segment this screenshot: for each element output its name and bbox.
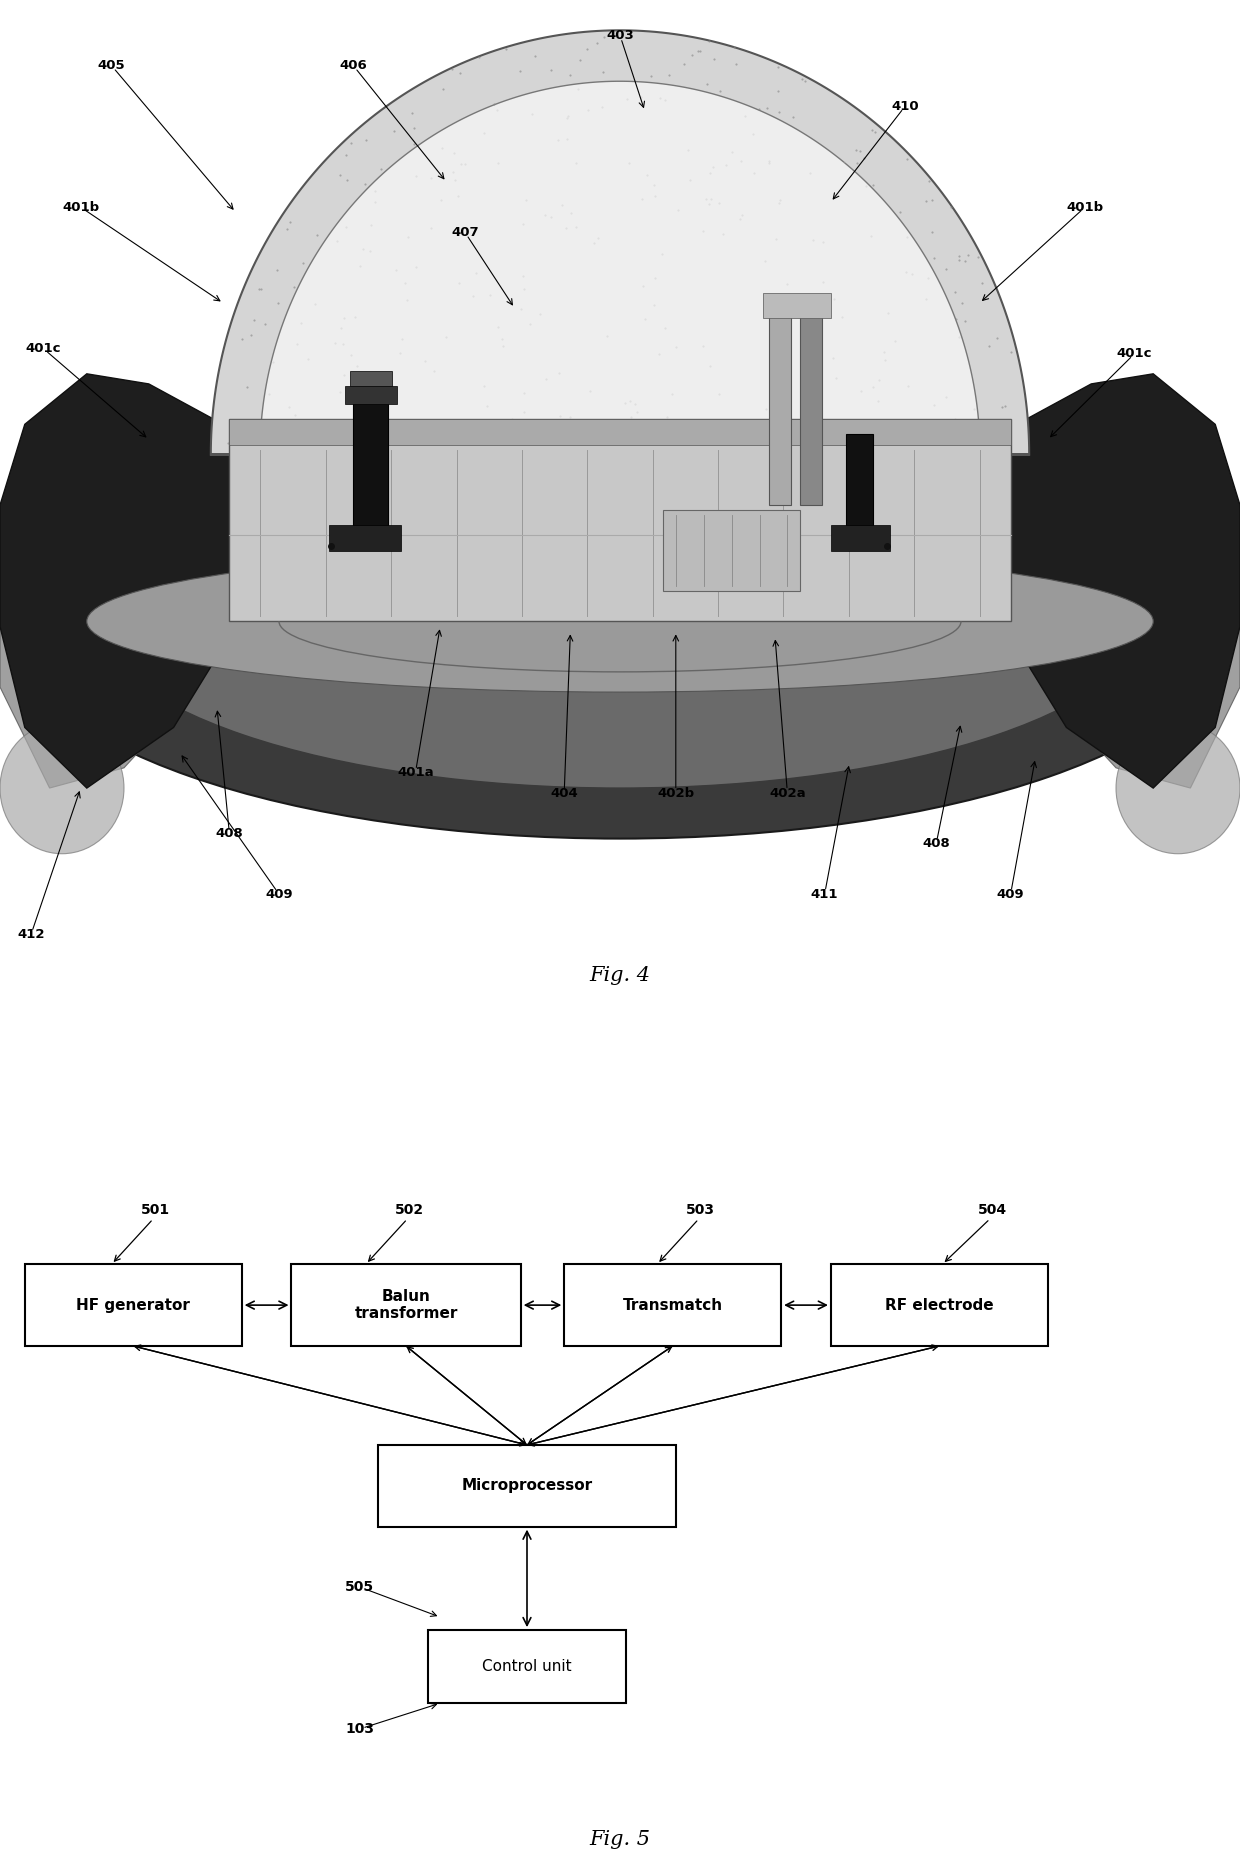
Bar (345, 385, 397, 404)
Text: 502: 502 (394, 1203, 424, 1216)
Text: 504: 504 (977, 1203, 1007, 1216)
Ellipse shape (87, 425, 1153, 788)
Bar (428, 1630, 626, 1703)
Text: 409: 409 (997, 887, 1024, 900)
Text: Balun
transformer: Balun transformer (355, 1289, 458, 1321)
Polygon shape (211, 30, 1029, 455)
Bar (800, 312, 822, 505)
Text: 401c: 401c (26, 342, 61, 355)
Bar (350, 370, 392, 385)
Polygon shape (260, 80, 980, 455)
Text: 401a: 401a (397, 767, 434, 780)
Bar (769, 312, 791, 505)
Text: 406: 406 (340, 60, 367, 73)
Text: 402b: 402b (657, 786, 694, 799)
Bar (763, 294, 831, 318)
Bar (291, 1265, 521, 1345)
Bar (229, 419, 1011, 445)
Bar (831, 526, 890, 550)
Text: 405: 405 (98, 60, 125, 73)
Text: 401c: 401c (1117, 348, 1152, 359)
Ellipse shape (87, 550, 1153, 692)
Bar (846, 434, 873, 535)
Bar (564, 1265, 781, 1345)
Ellipse shape (1116, 722, 1240, 853)
Text: 409: 409 (265, 887, 293, 900)
Bar (329, 526, 401, 550)
Polygon shape (1017, 445, 1240, 788)
Text: 403: 403 (606, 28, 634, 41)
Polygon shape (992, 374, 1240, 788)
Text: 402a: 402a (769, 786, 806, 799)
Bar (378, 1444, 676, 1527)
Text: 407: 407 (451, 226, 479, 239)
FancyBboxPatch shape (229, 419, 1011, 621)
Text: 103: 103 (345, 1721, 374, 1736)
Bar (831, 1265, 1048, 1345)
Text: Control unit: Control unit (482, 1660, 572, 1675)
Polygon shape (0, 445, 223, 788)
Text: Fig. 5: Fig. 5 (589, 1830, 651, 1849)
Bar (353, 395, 388, 535)
Text: 410: 410 (892, 99, 919, 112)
Bar (663, 511, 800, 591)
Text: Transmatch: Transmatch (622, 1298, 723, 1313)
Text: HF generator: HF generator (77, 1298, 190, 1313)
Polygon shape (0, 374, 248, 788)
Text: 404: 404 (551, 786, 578, 799)
Text: 501: 501 (140, 1203, 170, 1216)
Text: 412: 412 (17, 928, 45, 941)
Text: 408: 408 (216, 827, 243, 840)
Text: 503: 503 (686, 1203, 715, 1216)
Ellipse shape (0, 722, 124, 853)
Text: Microprocessor: Microprocessor (461, 1478, 593, 1493)
Text: 505: 505 (345, 1579, 374, 1594)
Text: 408: 408 (923, 836, 950, 849)
Ellipse shape (12, 413, 1228, 838)
Text: 401b: 401b (62, 200, 99, 213)
Text: Fig. 4: Fig. 4 (589, 965, 651, 984)
Bar (25, 1265, 242, 1345)
Text: RF electrode: RF electrode (885, 1298, 993, 1313)
Text: 401b: 401b (1066, 200, 1104, 213)
Text: 411: 411 (811, 887, 838, 900)
